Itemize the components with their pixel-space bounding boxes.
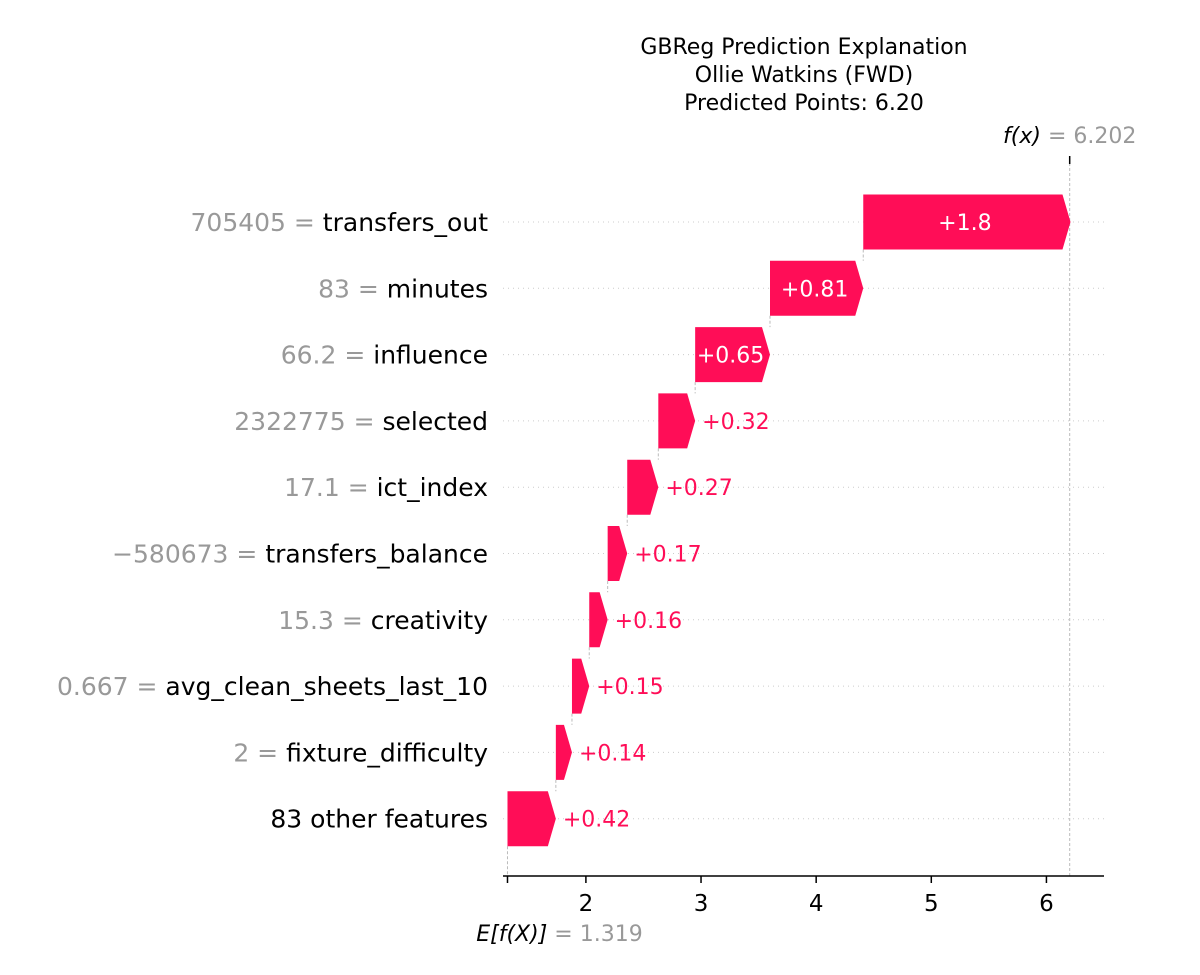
feature-name: ict_index [377,473,488,502]
feature-value: 17.1 = [284,473,377,502]
feature-name: influence [373,341,488,370]
contribution-label: +1.8 [938,211,991,236]
contribution-label: +0.16 [615,609,682,634]
feature-value: 2322775 = [234,407,382,436]
feature-name: avg_clean_sheets_last_10 [165,672,488,701]
feature-label: 17.1 = ict_index [284,473,488,502]
contribution-bar [589,592,608,648]
feature-value: 0.667 = [57,672,165,701]
contribution-label: +0.17 [634,543,701,568]
contribution-bar [555,724,572,780]
base-label: E[f(X)] [476,922,554,947]
feature-name: transfers_out [323,208,488,237]
contribution-label: +0.65 [697,344,764,369]
feature-label: 66.2 = influence [281,341,488,370]
contribution-label: +0.32 [702,410,769,435]
x-tick-label: 6 [1039,891,1054,917]
contribution-bar [658,393,696,449]
contribution-label: +0.81 [781,277,848,302]
title-line-2: Ollie Watkins (FWD) [695,63,913,88]
x-axis: 2 3 4 5 6 [503,875,1104,917]
chart-title: GBReg Prediction Explanation Ollie Watki… [640,35,967,116]
contribution-labels: +1.8 +0.81 +0.65 +0.32 +0.27 +0.17 +0.16 +0.15 +… [563,211,992,833]
contribution-label: +0.15 [596,675,663,700]
x-tick-label: 2 [579,891,594,917]
feature-label: 83 other features [270,805,488,834]
feature-label: 2322775 = selected [234,407,488,436]
contribution-bar [769,260,864,316]
feature-name: transfers_balance [265,540,488,569]
feature-label: 705405 = transfers_out [191,208,489,237]
feature-value: 15.3 = [278,606,371,635]
feature-value: 66.2 = [281,341,374,370]
title-line-1: GBReg Prediction Explanation [640,35,967,60]
value-guides [506,156,1071,876]
title-line-3: Predicted Points: 6.20 [684,91,924,116]
output-value-annotation: f(x) = 6.202 [1003,124,1136,149]
contribution-bar [507,791,556,847]
feature-name: fixture_difficulty [286,738,488,767]
feature-label: 2 = fixture_difficulty [233,738,488,767]
feature-value: 705405 = [191,208,323,237]
feature-value: 83 = [318,274,387,303]
feature-value: 2 = [233,738,286,767]
output-label: f(x) [1003,124,1048,149]
base-value-annotation: E[f(X)] = 1.319 [476,922,642,947]
feature-labels: 705405 = transfers_out 83 = minutes 66.2 =… [57,208,488,834]
feature-label: 15.3 = creativity [278,606,488,635]
expected-and-output-annotations: f(x) = 6.202 E[f(X)] = 1.319 [476,124,1136,947]
x-tick-label: 5 [924,891,939,917]
contribution-bar [627,459,659,515]
feature-name: selected [382,407,488,436]
x-tick-label: 4 [809,891,824,917]
feature-label: 83 = minutes [318,274,488,303]
contribution-bar [695,327,770,383]
feature-label: 0.667 = avg_clean_sheets_last_10 [57,672,488,701]
contribution-bars [507,194,1071,847]
output-value: = 6.202 [1048,124,1136,149]
base-value: = 1.319 [554,922,642,947]
feature-name: creativity [371,606,488,635]
contribution-label: +0.14 [579,741,646,766]
feature-label: −580673 = transfers_balance [112,540,488,569]
feature-name: minutes [387,274,488,303]
contribution-bar [863,194,1071,250]
contribution-label: +0.42 [563,808,630,833]
feature-value: −580673 = [112,540,265,569]
x-tick-label: 3 [694,891,709,917]
feature-name: 83 other features [270,805,488,834]
contribution-bar [571,658,590,714]
contribution-bar [607,526,628,581]
contribution-label: +0.27 [665,476,732,501]
